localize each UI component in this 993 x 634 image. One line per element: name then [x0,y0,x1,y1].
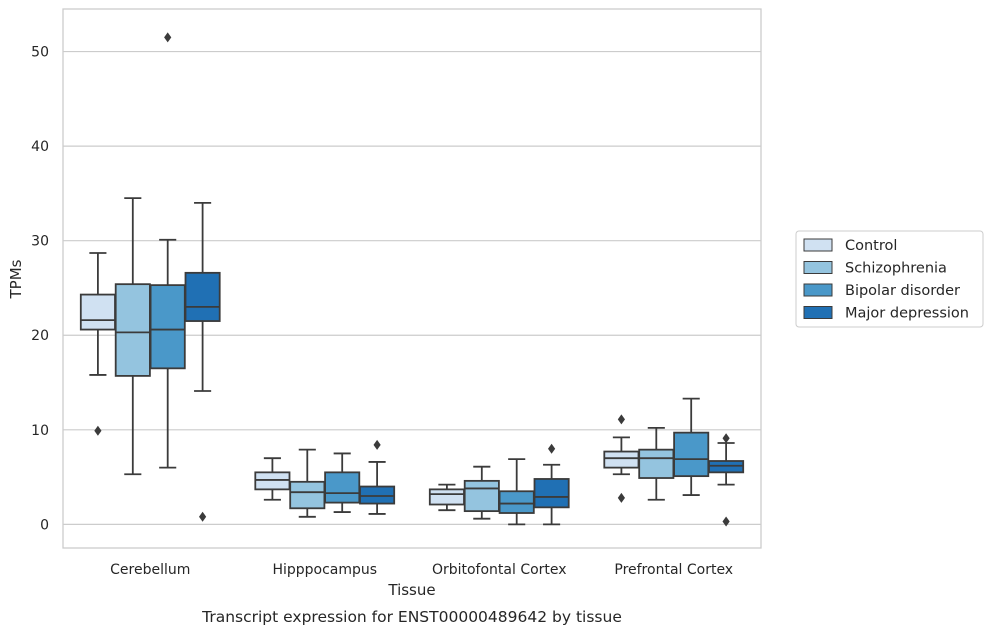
y-tick-labels: 0 10 20 30 40 50 [31,45,49,534]
box-0-1 [114,197,151,476]
box-iqr [603,450,640,469]
box-iqr [149,284,186,370]
x-tick-label: Orbitofontal Cortex [432,562,567,578]
box-0-2 [149,32,186,469]
box-iqr [254,471,291,491]
y-tick-label: 20 [31,328,49,344]
box-0-0 [79,252,116,436]
y-tick-label: 50 [31,45,49,61]
box-0-3 [184,201,221,522]
y-tick-label: 30 [31,234,49,250]
box-iqr [498,490,535,514]
box-iqr [184,271,221,322]
box-series [79,32,745,527]
box-iqr [428,488,465,506]
y-tick-label: 10 [31,423,49,439]
outlier-marker [373,439,381,450]
outlier-marker [94,425,102,436]
box-iqr [463,479,500,513]
y-tick-label: 40 [31,139,49,155]
box-2-3 [533,443,570,526]
x-tick-label: Hipppocampus [272,562,377,578]
outlier-marker [199,511,207,522]
plot-frame [62,8,762,549]
legend-entry-label: Major depression [845,306,969,322]
box-iqr [289,480,326,510]
box-iqr [324,471,361,504]
box-iqr [708,460,745,474]
legend-entry-label: Bipolar disorder [845,283,960,299]
y-axis-label: TPMs [7,259,25,299]
legend-swatch [803,238,833,252]
box-3-2 [673,397,710,496]
chart-caption: Transcript expression for ENST0000048964… [201,608,622,626]
x-tick-label: Cerebellum [110,562,190,578]
outlier-marker [617,492,625,503]
box-1-3 [359,439,396,515]
x-tick-label: Prefrontal Cortex [614,562,733,578]
legend-swatch [803,306,833,319]
outlier-marker [164,32,172,43]
box-1-1 [289,448,326,518]
box-iqr [114,283,151,377]
box-iqr [79,293,116,331]
box-1-2 [324,452,361,513]
box-2-0 [428,483,465,512]
x-axis-label: Tissue [387,581,435,599]
legend-swatch [803,283,833,297]
legend: Control Schizophrenia Bipolar disorder Majo… [795,230,984,328]
box-2-2 [498,458,535,526]
outlier-marker [722,516,730,527]
legend-swatch [803,261,833,274]
box-iqr [673,431,710,478]
legend-entry-label: Schizophrenia [845,261,947,277]
legend-entry-label: Control [845,238,897,254]
outlier-marker [617,414,625,425]
legend-frame [795,230,984,328]
outlier-marker [722,433,730,444]
box-3-0 [603,414,640,503]
x-tick-labels: Cerebellum Hipppocampus Orbitofontal Corte… [110,562,733,578]
box-iqr [533,478,570,509]
box-3-1 [638,427,675,501]
box-1-0 [254,457,291,501]
y-tick-label: 0 [40,517,49,533]
outlier-marker [548,443,556,454]
box-2-1 [463,465,500,520]
box-3-3 [708,433,745,527]
box-iqr [359,485,396,505]
box-iqr [638,448,675,479]
